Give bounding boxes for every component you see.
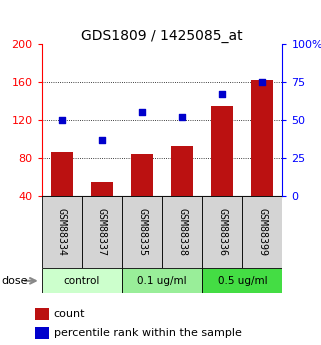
Point — [180, 114, 185, 120]
Bar — [122, 268, 202, 293]
Text: count: count — [54, 309, 85, 319]
Text: dose: dose — [2, 276, 28, 286]
Bar — [82, 196, 122, 268]
Bar — [35, 308, 49, 320]
Bar — [42, 196, 82, 268]
Bar — [131, 154, 153, 196]
Bar — [122, 196, 162, 268]
Point — [100, 137, 105, 142]
Text: 0.1 ug/ml: 0.1 ug/ml — [137, 276, 187, 286]
Bar — [51, 152, 73, 196]
Point — [140, 110, 145, 115]
Text: 0.5 ug/ml: 0.5 ug/ml — [218, 276, 267, 286]
Text: percentile rank within the sample: percentile rank within the sample — [54, 328, 242, 338]
Title: GDS1809 / 1425085_at: GDS1809 / 1425085_at — [81, 29, 243, 43]
Point — [220, 91, 225, 97]
Bar — [42, 268, 122, 293]
Bar — [35, 327, 49, 339]
Text: GSM88338: GSM88338 — [177, 208, 187, 256]
Point — [59, 117, 64, 123]
Bar — [91, 182, 113, 196]
Bar — [162, 196, 202, 268]
Text: GSM88336: GSM88336 — [217, 208, 227, 256]
Text: control: control — [64, 276, 100, 286]
Text: GSM88334: GSM88334 — [57, 208, 67, 256]
Point — [260, 79, 265, 85]
Bar — [211, 106, 233, 196]
Bar — [242, 196, 282, 268]
Bar — [202, 196, 242, 268]
Text: GSM88335: GSM88335 — [137, 208, 147, 256]
Bar — [202, 268, 282, 293]
Bar — [171, 146, 193, 196]
Bar — [251, 80, 273, 196]
Text: GSM88399: GSM88399 — [257, 208, 267, 256]
Text: GSM88337: GSM88337 — [97, 208, 107, 256]
